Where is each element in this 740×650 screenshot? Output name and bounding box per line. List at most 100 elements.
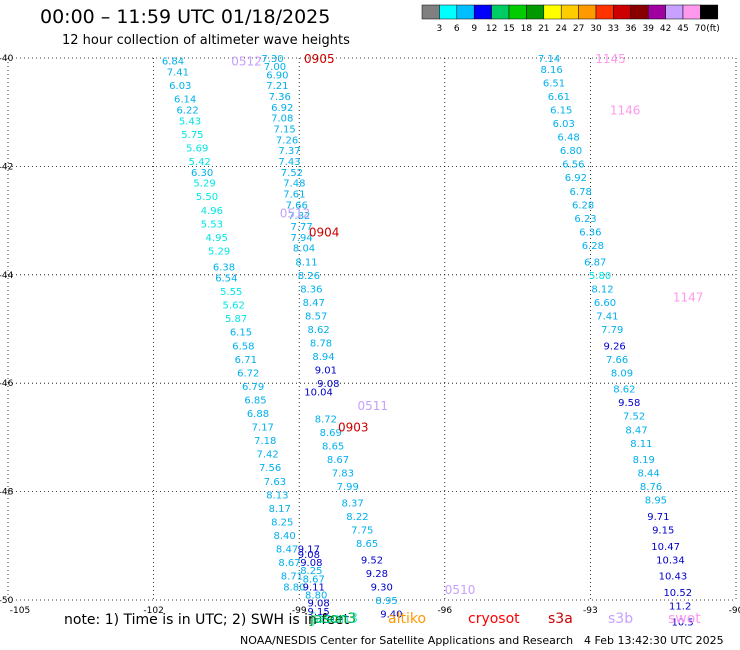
wave-height-label: 7.37	[278, 146, 300, 157]
colorbar-label: 21	[538, 24, 549, 34]
wave-height-label: 10.52	[663, 588, 692, 599]
legend-item-s3a: s3a	[548, 611, 573, 627]
wave-height-label: 9.15	[307, 607, 329, 618]
wave-height-label: 4.96	[201, 206, 223, 217]
wave-height-label: 5.75	[181, 130, 203, 141]
wave-height-label: 7.56	[259, 463, 281, 474]
colorbar-label: 70	[695, 24, 707, 34]
pass-time-label: 0903	[338, 421, 369, 435]
wave-height-label: 8.69	[320, 428, 342, 439]
wave-height-label: 8.09	[611, 368, 633, 379]
wave-height-label: 6.38	[213, 263, 235, 274]
wave-height-label: 6.15	[230, 328, 252, 339]
colorbar-label: 42	[660, 24, 671, 34]
wave-height-label: 8.76	[640, 482, 662, 493]
wave-height-label: 7.15	[274, 124, 296, 135]
wave-height-label: 10.34	[656, 555, 685, 566]
wave-height-label: 6.72	[237, 368, 259, 379]
wave-height-label: 6.03	[553, 119, 575, 130]
wave-height-label: 5.29	[193, 179, 215, 190]
wave-height-label: 8.67	[303, 574, 325, 585]
wave-height-label: 6.60	[594, 298, 616, 309]
wave-height-label: 6.85	[244, 395, 266, 406]
wave-height-label: 5.53	[201, 219, 223, 230]
wave-height-label: 7.83	[332, 469, 354, 480]
wave-height-label: 9.01	[315, 366, 337, 377]
wave-height-label: 7.66	[286, 200, 308, 211]
wave-height-label: 6.88	[247, 409, 269, 420]
wave-height-label: 9.58	[618, 398, 640, 409]
wave-height-label: 6.56	[562, 160, 584, 171]
legend-item-jason3: jason3	[310, 611, 357, 627]
wave-height-label: 8.78	[310, 339, 332, 350]
wave-height-label: 5.29	[208, 246, 230, 257]
wave-height-label: 7.48	[283, 179, 305, 190]
wave-height-label: 8.17	[269, 504, 291, 515]
colorbar-unit: (ft)	[706, 24, 720, 34]
wave-height-label: 8.19	[633, 455, 655, 466]
wave-height-label: 9.08	[317, 379, 339, 390]
wave-height-label: 9.40	[380, 610, 402, 621]
wave-height-label: 6.78	[570, 187, 592, 198]
wave-height-label: 10.47	[651, 542, 680, 553]
wave-height-label: 7.63	[264, 477, 286, 488]
wave-height-label: 10.5	[671, 618, 693, 629]
wave-height-label: 5.87	[225, 314, 247, 325]
colorbar-label: 45	[677, 24, 688, 34]
wave-height-label: 9.30	[371, 582, 393, 593]
wave-height-label: 8.44	[638, 469, 660, 480]
wave-height-label: 6.28	[572, 200, 594, 211]
wave-height-label: 6.03	[169, 81, 191, 92]
note-text: note: 1) Time is in UTC; 2) SWH is in fe…	[64, 612, 350, 628]
wave-height-label: 6.14	[174, 95, 196, 106]
wave-height-label: 8.62	[307, 325, 329, 336]
wave-height-label: 9.28	[366, 569, 388, 580]
x-tick-label: -90	[729, 606, 740, 616]
wave-height-label: 10.43	[659, 572, 688, 583]
pass-time-label: 1147	[673, 290, 704, 304]
wave-height-label: 6.54	[215, 274, 237, 285]
y-tick-label: -40	[0, 54, 14, 64]
wave-height-label: 7.36	[269, 92, 291, 103]
wave-height-label: 7.43	[278, 157, 300, 168]
wave-height-label: 8.12	[591, 284, 613, 295]
wave-height-label: 8.47	[276, 545, 298, 556]
legend-item-jason3-cyan: jason3	[312, 611, 359, 627]
pass-time-label: 0512	[231, 55, 262, 69]
wave-height-label: 5.43	[179, 116, 201, 127]
colorbar-label: 36	[625, 24, 637, 34]
wave-height-label: 7.52	[623, 412, 645, 423]
wave-height-label: 8.47	[625, 425, 647, 436]
y-tick-label: -42	[0, 162, 13, 172]
wave-height-label: 6.36	[579, 227, 601, 238]
legend-item-swot: swot	[668, 611, 701, 627]
credit-text: NOAA/NESDIS Center for Satellite Applica…	[240, 634, 574, 647]
colorbar-label: 39	[642, 24, 654, 34]
pass-time-label: 1146	[610, 103, 641, 117]
wave-height-label: 8.80	[283, 582, 305, 593]
wave-height-label: 7.00	[264, 62, 286, 73]
wave-height-label: 8.25	[300, 566, 322, 577]
colorbar-label: 9	[471, 24, 477, 34]
wave-height-label: 6.90	[266, 70, 288, 81]
wave-height-label: 8.72	[315, 414, 337, 425]
x-tick-label: -96	[437, 606, 452, 616]
wave-height-label: 8.95	[645, 496, 667, 507]
wave-height-label: 6.71	[235, 355, 257, 366]
pass-time-label: 0904	[309, 225, 340, 239]
colorbar-label: 27	[573, 24, 584, 34]
wave-height-label: 6.92	[565, 173, 587, 184]
wave-height-label: 8.62	[613, 385, 635, 396]
wave-height-label: 7.08	[271, 114, 293, 125]
wave-height-label: 8.65	[322, 442, 344, 453]
wave-height-label: 8.11	[630, 439, 652, 450]
wave-height-label: 8.40	[274, 531, 296, 542]
wave-height-label: 7.79	[601, 325, 623, 336]
wave-height-label: 9.26	[604, 341, 626, 352]
wave-height-label: 9.08	[300, 558, 322, 569]
pass-time-label: 0905	[304, 52, 335, 66]
wave-height-label: 7.52	[281, 168, 303, 179]
wave-height-label: 7.94	[290, 233, 312, 244]
wave-height-label: 7.30	[261, 54, 283, 65]
